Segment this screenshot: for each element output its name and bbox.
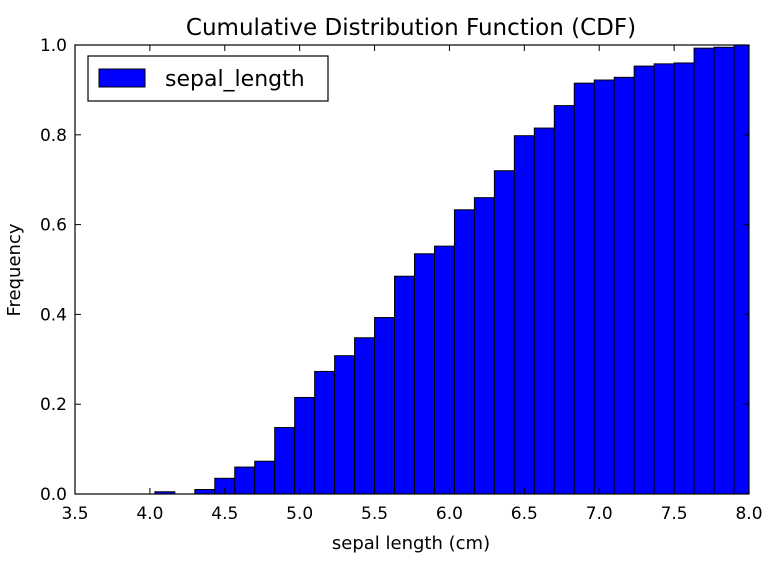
- x-tick-label: 6.5: [511, 504, 538, 524]
- x-tick-label: 8.0: [735, 504, 762, 524]
- bar: [334, 355, 356, 495]
- x-axis-label: sepal length (cm): [332, 533, 490, 554]
- bar: [613, 76, 635, 495]
- legend-entry-sepal-length: sepal_length: [165, 67, 305, 92]
- y-tick-label: 0.4: [40, 305, 67, 325]
- y-axis-ticks: 0.0 0.2 0.4 0.6 0.8 1.0: [40, 36, 749, 505]
- bar: [194, 489, 216, 495]
- y-tick-label: 0.2: [40, 395, 67, 415]
- x-tick-label: 7.0: [586, 504, 613, 524]
- bar: [693, 47, 715, 495]
- bar: [374, 317, 396, 495]
- y-axis-label: Frequency: [4, 223, 25, 316]
- bar: [633, 65, 655, 495]
- bar: [314, 370, 336, 495]
- x-tick-label: 7.5: [661, 504, 688, 524]
- y-tick-label: 0.6: [40, 216, 67, 236]
- plot-frame: [74, 44, 750, 495]
- x-tick-label: 5.5: [361, 504, 388, 524]
- legend: sepal_length: [87, 55, 329, 102]
- bar: [573, 82, 595, 495]
- bar: [433, 245, 455, 495]
- chart-title: Cumulative Distribution Function (CDF): [186, 15, 636, 41]
- bar: [234, 466, 256, 495]
- bars-group: [154, 44, 750, 495]
- y-tick-label: 0.0: [40, 485, 67, 505]
- bar: [733, 44, 750, 495]
- y-tick-label: 1.0: [40, 36, 67, 56]
- x-tick-label: 6.0: [436, 504, 463, 524]
- bar: [274, 427, 296, 495]
- bar: [254, 460, 276, 495]
- bar: [533, 127, 555, 495]
- bar: [453, 209, 475, 495]
- bar: [593, 79, 615, 495]
- x-tick-label: 4.0: [136, 504, 163, 524]
- bar: [414, 253, 435, 495]
- y-tick-label: 0.8: [40, 126, 67, 146]
- x-axis-ticks: 3.5 4.0 4.5 5.0 5.5 6.0 6.5 7.0 7.5 8.0: [61, 45, 763, 524]
- bar: [513, 135, 535, 495]
- legend-swatch: [98, 68, 146, 88]
- bar: [653, 63, 675, 495]
- bar: [553, 105, 575, 495]
- x-tick-label: 4.5: [211, 504, 238, 524]
- x-tick-label: 3.5: [61, 504, 88, 524]
- bar: [673, 62, 695, 495]
- bar: [394, 275, 415, 495]
- bar: [354, 337, 376, 495]
- bar: [294, 396, 316, 495]
- bar: [493, 170, 515, 495]
- bar: [473, 197, 495, 495]
- bar: [713, 46, 735, 495]
- x-tick-label: 5.0: [286, 504, 313, 524]
